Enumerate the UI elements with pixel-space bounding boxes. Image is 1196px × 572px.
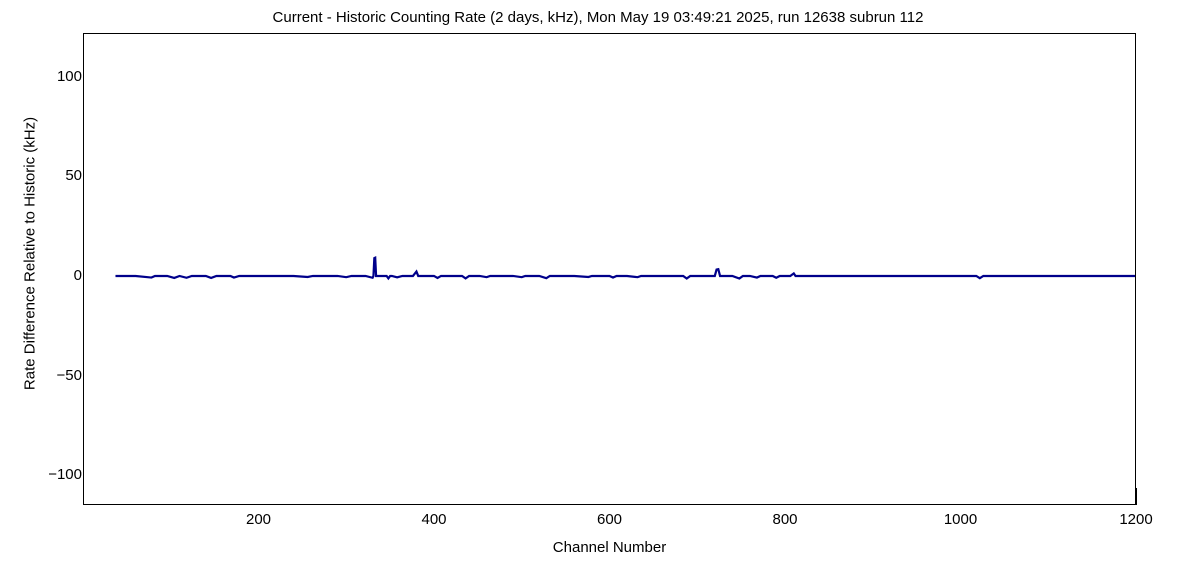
y-tick-label: 100 [56,67,82,85]
x-tick-label: 1000 [943,511,978,528]
x-tick-label: 800 [772,511,798,528]
y-tick-label: 0 [73,266,82,284]
y-tick-label: −100 [48,466,82,484]
x-tick-label: 1200 [1119,511,1153,528]
chart-title: Current - Historic Counting Rate (2 days… [272,9,924,26]
x-tick-label: 600 [596,511,623,528]
y-axis-title: Rate Difference Relative to Historic (kH… [21,116,39,391]
x-axis-title: Channel Number [552,539,667,556]
x-tick-label: 200 [245,511,272,528]
plot-frame [83,33,1136,505]
y-tick-label: −50 [56,366,82,384]
data-series-line [115,255,1135,281]
plot-area [84,34,1135,504]
x-tick-major [1136,488,1137,505]
rate-difference-polyline [115,255,1135,281]
y-tick-label: 50 [65,167,82,185]
x-tick-label: 400 [421,511,447,528]
